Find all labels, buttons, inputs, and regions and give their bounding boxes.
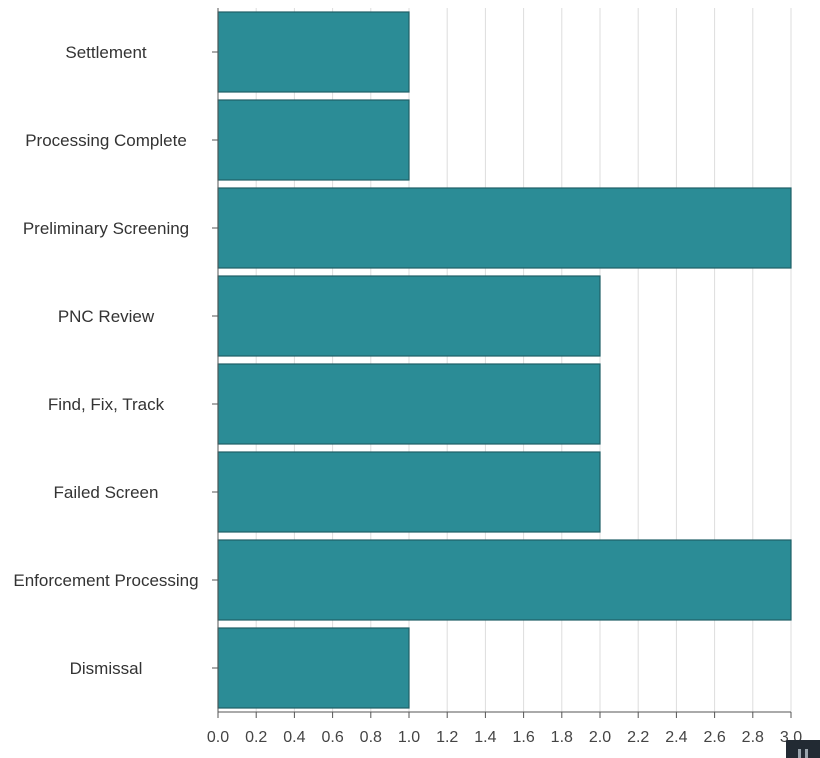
x-tick-label: 2.2 bbox=[627, 729, 649, 746]
bar[interactable] bbox=[217, 187, 792, 269]
category-labels: Settlement Processing Complete Preliminary… bbox=[13, 43, 198, 678]
x-tick-label: 0.0 bbox=[207, 729, 229, 746]
category-label: Find, Fix, Track bbox=[48, 395, 165, 414]
category-label: Enforcement Processing bbox=[13, 571, 198, 590]
x-tick-label: 1.2 bbox=[436, 729, 458, 746]
category-label: Processing Complete bbox=[25, 131, 187, 150]
bar[interactable] bbox=[217, 451, 601, 533]
bar[interactable] bbox=[217, 627, 410, 709]
bar[interactable] bbox=[217, 99, 410, 181]
category-label: Preliminary Screening bbox=[23, 219, 189, 238]
category-label: Settlement bbox=[65, 43, 147, 62]
category-label: Dismissal bbox=[70, 659, 143, 678]
x-tick-label: 0.8 bbox=[360, 729, 382, 746]
x-tick-labels: 0.0 0.2 0.4 0.6 0.8 1.0 1.2 1.4 1.6 1.8 2.0 2.2 2.4 2… bbox=[207, 729, 802, 746]
x-tick-label: 1.8 bbox=[551, 729, 573, 746]
category-label: PNC Review bbox=[58, 307, 155, 326]
x-tick-label: 0.6 bbox=[321, 729, 343, 746]
x-tick-label: 2.4 bbox=[665, 729, 687, 746]
x-tick-label: 2.6 bbox=[703, 729, 725, 746]
bar[interactable] bbox=[217, 275, 601, 357]
x-tick-label: 1.6 bbox=[512, 729, 534, 746]
bar[interactable] bbox=[217, 539, 792, 621]
x-tick-label: 1.0 bbox=[398, 729, 420, 746]
x-tick-label: 2.0 bbox=[589, 729, 611, 746]
resize-handle[interactable] bbox=[786, 740, 820, 758]
x-tick-label: 0.2 bbox=[245, 729, 267, 746]
bar[interactable] bbox=[217, 11, 410, 93]
bar[interactable] bbox=[217, 363, 601, 445]
category-label: Failed Screen bbox=[54, 483, 159, 502]
x-tick-label: 1.4 bbox=[474, 729, 496, 746]
axes bbox=[212, 8, 792, 718]
x-tick-label: 2.8 bbox=[742, 729, 764, 746]
bars bbox=[217, 11, 792, 709]
x-tick-label: 0.4 bbox=[283, 729, 305, 746]
